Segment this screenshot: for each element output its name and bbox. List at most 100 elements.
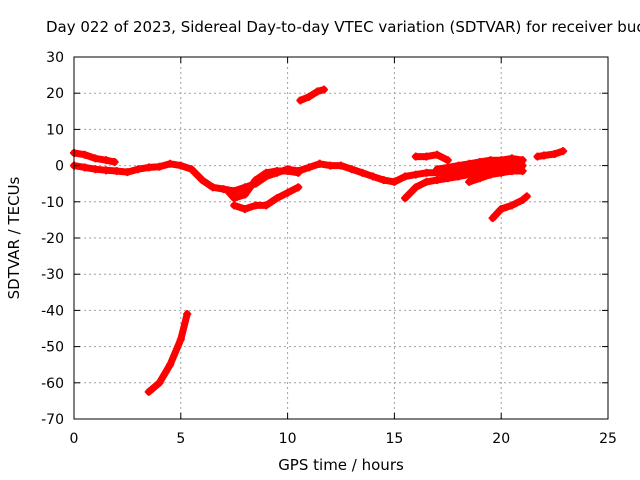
x-tick-label: 20 bbox=[492, 431, 510, 447]
data-point bbox=[198, 176, 207, 185]
data-point bbox=[134, 165, 143, 174]
y-axis-label: SDTVAR / TECUs bbox=[5, 176, 23, 299]
data-point bbox=[80, 163, 89, 172]
data-point bbox=[475, 174, 484, 183]
data-point bbox=[488, 214, 497, 223]
data-point bbox=[433, 165, 442, 174]
data-point bbox=[304, 163, 313, 172]
data-point bbox=[166, 159, 175, 168]
data-point bbox=[102, 156, 111, 165]
data-point bbox=[272, 167, 281, 176]
data-point bbox=[272, 194, 281, 203]
data-point bbox=[166, 360, 175, 369]
data-point bbox=[91, 165, 100, 174]
data-point bbox=[550, 150, 559, 159]
data-point bbox=[422, 152, 431, 161]
data-point bbox=[155, 162, 164, 171]
data-point bbox=[230, 194, 239, 203]
data-point bbox=[422, 177, 431, 186]
data-point bbox=[155, 378, 164, 387]
data-point bbox=[294, 183, 303, 192]
y-tick-label: 20 bbox=[46, 86, 64, 102]
data-point bbox=[110, 157, 119, 166]
data-point bbox=[176, 335, 185, 344]
data-point bbox=[304, 92, 313, 101]
data-point bbox=[369, 172, 378, 181]
data-point bbox=[91, 154, 100, 163]
data-point bbox=[251, 176, 260, 185]
data-point bbox=[183, 310, 192, 319]
data-point bbox=[533, 152, 542, 161]
data-point bbox=[465, 159, 474, 168]
data-point bbox=[283, 167, 292, 176]
data-point bbox=[486, 156, 495, 165]
data-point bbox=[497, 156, 506, 165]
data-point bbox=[187, 165, 196, 174]
data-point bbox=[144, 387, 153, 396]
data-point bbox=[497, 205, 506, 214]
x-axis-label: GPS time / hours bbox=[278, 456, 404, 474]
data-point bbox=[443, 163, 452, 172]
y-tick-label: -10 bbox=[41, 195, 64, 211]
data-point bbox=[433, 176, 442, 185]
x-tick-label: 0 bbox=[70, 431, 79, 447]
data-point bbox=[518, 167, 527, 176]
data-point bbox=[475, 157, 484, 166]
data-point bbox=[465, 177, 474, 186]
data-point bbox=[223, 186, 232, 195]
data-point bbox=[337, 161, 345, 170]
data-point bbox=[240, 205, 249, 214]
data-point bbox=[251, 201, 260, 210]
data-point bbox=[112, 167, 121, 176]
series-arc-9 bbox=[412, 151, 452, 164]
data-point bbox=[507, 201, 516, 210]
data-point bbox=[240, 190, 249, 199]
data-point bbox=[401, 194, 410, 203]
data-point bbox=[497, 168, 506, 177]
x-tick-label: 15 bbox=[385, 431, 403, 447]
data-point bbox=[559, 147, 568, 156]
data-point bbox=[454, 161, 463, 170]
data-point bbox=[518, 195, 527, 204]
data-point bbox=[518, 156, 527, 165]
axis-ticks: 0 5 10 15 20 25 -70 -60 -50 -40 -30 -20 -10 0 10 20 30 bbox=[41, 50, 617, 447]
data-point bbox=[411, 170, 420, 179]
data-series-layer bbox=[70, 85, 568, 396]
y-tick-label: -70 bbox=[41, 412, 64, 428]
data-point bbox=[422, 168, 431, 177]
y-tick-label: 30 bbox=[46, 50, 64, 66]
data-point bbox=[522, 192, 531, 201]
data-point bbox=[326, 161, 335, 170]
data-point bbox=[102, 166, 111, 175]
data-point bbox=[80, 150, 89, 159]
y-tick-label: -60 bbox=[41, 376, 64, 392]
x-tick-label: 5 bbox=[176, 431, 185, 447]
data-point bbox=[486, 170, 495, 179]
data-point bbox=[443, 156, 452, 165]
y-tick-label: 10 bbox=[46, 122, 64, 138]
y-tick-label: -30 bbox=[41, 267, 64, 283]
data-point bbox=[411, 152, 420, 161]
x-tick-label: 10 bbox=[279, 431, 297, 447]
data-point bbox=[411, 183, 420, 192]
data-point bbox=[465, 170, 474, 179]
data-point bbox=[208, 183, 217, 192]
data-point bbox=[443, 174, 452, 183]
y-tick-label: -50 bbox=[41, 340, 64, 356]
y-tick-label: -40 bbox=[41, 303, 64, 319]
data-point bbox=[313, 87, 322, 96]
data-point bbox=[347, 165, 356, 174]
data-point bbox=[315, 159, 324, 168]
data-point bbox=[319, 85, 328, 94]
data-point bbox=[262, 168, 271, 177]
data-point bbox=[379, 176, 388, 185]
data-point bbox=[296, 96, 305, 105]
data-point bbox=[454, 172, 463, 181]
data-point bbox=[230, 201, 239, 210]
data-point bbox=[283, 188, 292, 197]
y-tick-label: -20 bbox=[41, 231, 64, 247]
data-point bbox=[507, 167, 516, 176]
data-point bbox=[401, 172, 410, 181]
